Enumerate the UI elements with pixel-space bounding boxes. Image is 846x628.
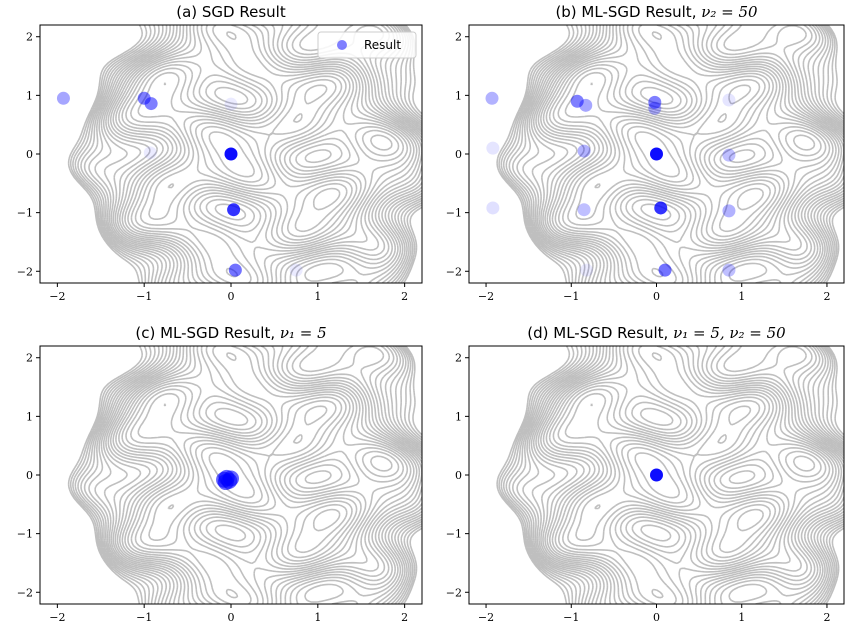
x-tick-label: −2 [49,611,65,624]
y-tick-label: 0 [455,469,462,482]
result-point [485,91,499,105]
result-point [143,146,157,160]
result-point [56,91,70,105]
result-point [144,97,158,111]
result-point [580,263,594,277]
result-point [224,147,238,161]
contour-lines [496,25,844,283]
y-tick-label: 2 [455,31,462,44]
x-tick-label: 1 [314,290,321,303]
x-tick-label: −1 [136,290,152,303]
result-point [722,148,736,162]
legend-box [317,31,417,59]
y-tick-label: 1 [455,410,462,423]
y-tick-label: 2 [26,31,33,44]
result-points [56,91,303,277]
result-point [654,201,668,215]
result-point [579,98,593,112]
x-tick-label: −1 [563,611,579,624]
result-point [648,101,662,115]
result-point [722,263,736,277]
contour-lines [496,346,844,604]
y-tick-label: −1 [446,528,462,541]
y-tick-label: −2 [17,586,33,599]
result-point [216,471,233,488]
panel-1: −2 −1 0 1 2 −2 −1 0 1 2 (a) SGD Result Result [17,3,423,303]
x-tick-label: 1 [314,611,321,624]
x-tick-label: −2 [478,611,494,624]
y-tick-label: −1 [17,528,33,541]
panel-2: −2 −1 0 1 2 −2 −1 0 1 2 (b) ML-SGD Result, ν₂ = 50 [446,3,845,303]
contour-lines [67,25,422,283]
x-tick-label: 1 [738,611,745,624]
x-tick-label: 2 [401,611,408,624]
legend-marker [337,40,347,50]
result-points [216,469,239,491]
result-point [658,263,672,277]
result-point [722,204,736,218]
result-point [486,141,500,155]
x-tick-label: −2 [49,290,65,303]
result-point [227,203,241,217]
result-point [577,203,591,217]
result-point [289,263,303,277]
contour-lines [67,346,422,604]
panel-title: (d) ML-SGD Result, ν₁ = 5, ν₂ = 50 [527,324,786,342]
y-tick-label: 1 [26,410,33,423]
result-point [650,147,663,161]
x-tick-label: −1 [563,290,579,303]
panel-title: (b) ML-SGD Result, ν₂ = 50 [555,3,758,21]
x-tick-label: −1 [136,611,152,624]
y-tick-label: −2 [446,265,462,278]
y-tick-label: −1 [17,207,33,220]
legend: Result [317,31,417,59]
x-tick-label: 0 [228,290,235,303]
panel-4: −2 −1 0 1 2 −2 −1 0 1 2 (d) ML-SGD Result, ν₁ = 5,… [446,324,845,624]
result-point [577,144,591,158]
y-tick-label: −1 [446,207,462,220]
result-point [486,201,500,215]
y-tick-label: 0 [26,148,33,161]
y-tick-label: 1 [455,89,462,102]
panel-title: (a) SGD Result [176,3,286,21]
x-tick-label: 0 [228,611,235,624]
y-tick-label: 2 [455,352,462,365]
x-tick-label: 1 [738,290,745,303]
y-tick-label: 1 [26,89,33,102]
y-tick-label: −2 [17,265,33,278]
panel-title: (c) ML-SGD Result, ν₁ = 5 [135,324,326,342]
x-tick-label: −2 [478,290,494,303]
panel-3: −2 −1 0 1 2 −2 −1 0 1 2 (c) ML-SGD Result, ν₁ = 5 [17,324,423,624]
result-points [485,91,736,277]
legend-label: Result [364,38,401,52]
result-point [648,95,662,109]
x-tick-label: 0 [653,290,660,303]
y-tick-label: 0 [26,469,33,482]
result-point [722,93,736,107]
x-tick-label: 2 [401,290,408,303]
result-point [224,97,238,111]
y-tick-label: 0 [455,148,462,161]
y-tick-label: −2 [446,586,462,599]
y-tick-label: 2 [26,352,33,365]
result-point [228,263,242,277]
result-point [650,468,663,482]
result-point [570,94,584,108]
x-tick-label: 0 [653,611,660,624]
x-tick-label: 2 [823,290,830,303]
x-tick-label: 2 [823,611,830,624]
result-points [650,468,663,482]
